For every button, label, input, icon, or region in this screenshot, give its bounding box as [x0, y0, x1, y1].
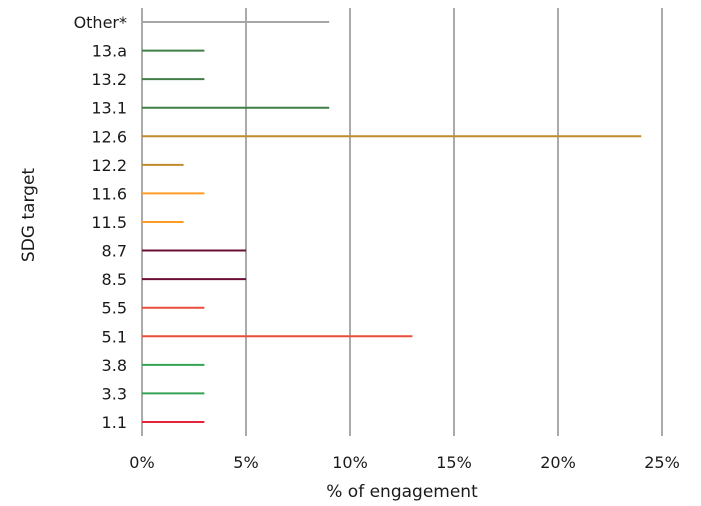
- y-tick-label: 12.6: [91, 127, 127, 146]
- x-tick-label: 25%: [644, 453, 680, 472]
- y-tick-label: Other*: [74, 13, 127, 32]
- y-axis-tick-labels: Other* 13.a 13.2 13.1 12.6 12.2 11.6 11.5 8.7 8.5…: [74, 13, 127, 432]
- x-tick-label: 15%: [436, 453, 472, 472]
- vertical-gridlines: [141, 8, 663, 436]
- y-tick-label: 12.2: [91, 156, 127, 175]
- x-tick-label: 0%: [129, 453, 154, 472]
- y-tick-label: 3.3: [102, 384, 127, 403]
- y-tick-label: 11.6: [91, 184, 127, 203]
- x-tick-label: 10%: [332, 453, 368, 472]
- y-tick-label: 8.7: [102, 242, 127, 261]
- y-tick-label: 1.1: [102, 413, 127, 432]
- bar-series: [142, 21, 642, 423]
- y-tick-label: 5.1: [102, 327, 127, 346]
- y-axis-title: SDG target: [19, 168, 39, 262]
- y-tick-label: 13.a: [92, 42, 127, 61]
- y-tick-label: 13.2: [91, 70, 127, 89]
- y-tick-label: 5.5: [102, 299, 127, 318]
- x-axis-title: % of engagement: [326, 482, 478, 502]
- x-axis-tick-labels: 0% 5% 10% 15% 20% 25%: [129, 453, 679, 472]
- y-tick-label: 13.1: [91, 99, 127, 118]
- y-tick-label: 11.5: [91, 213, 127, 232]
- y-tick-label: 3.8: [102, 356, 127, 375]
- x-tick-label: 20%: [540, 453, 576, 472]
- y-tick-label: 8.5: [102, 270, 127, 289]
- x-tick-label: 5%: [233, 453, 258, 472]
